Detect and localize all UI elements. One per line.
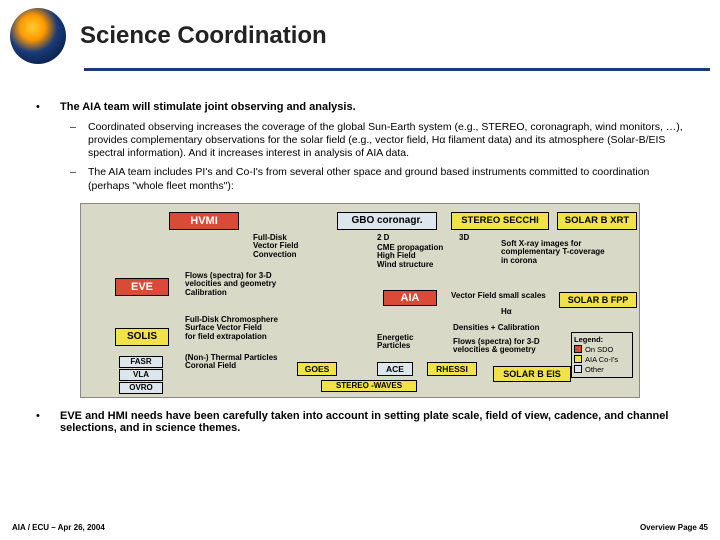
legend-swatch-icon	[574, 345, 582, 353]
box-swaves: STEREO -WAVES	[321, 380, 417, 392]
text-ha: Hα	[501, 308, 512, 317]
box-ace: ACE	[377, 362, 413, 376]
legend-swatch-icon	[574, 355, 582, 363]
box-solis: SOLIS	[115, 328, 169, 346]
text-xray: Soft X-ray images forcomplementary T-cov…	[501, 240, 605, 266]
box-aia: AIA	[383, 290, 437, 306]
content-area: • The AIA team will stimulate joint obse…	[0, 71, 720, 434]
bullet-2: • EVE and HMI needs have been carefully …	[30, 410, 690, 434]
dash-marker: –	[70, 166, 88, 192]
box-hvmi: HVMI	[169, 212, 239, 230]
page-title: Science Coordination	[80, 22, 327, 50]
footer-right: Overview Page 45	[640, 523, 708, 532]
dash-marker: –	[70, 121, 88, 160]
text-vecsmall: Vector Field small scales	[451, 292, 546, 301]
sub-bullet-1a: – Coordinated observing increases the co…	[30, 121, 690, 160]
footer-left: AIA / ECU – Apr 26, 2004	[12, 523, 105, 532]
text-energetic: EnergeticParticles	[377, 334, 413, 352]
box-fasr: FASR	[119, 356, 163, 368]
bullet-2-text: EVE and HMI needs have been carefully ta…	[60, 410, 690, 434]
legend: Legend: On SDOAIA Co-I'sOther	[571, 332, 633, 378]
legend-label: AIA Co-I's	[585, 355, 618, 364]
text-thermal: (Non-) Thermal ParticlesCoronal Field	[185, 354, 277, 372]
sub-bullet-1a-text: Coordinated observing increases the cove…	[88, 121, 690, 160]
text-flows: Flows (spectra) for 3-Dvelocities and ge…	[185, 272, 276, 298]
legend-swatch-icon	[574, 365, 582, 373]
legend-row-1: AIA Co-I's	[574, 355, 630, 364]
legend-row-2: Other	[574, 365, 630, 374]
bullet-1-text: The AIA team will stimulate joint observ…	[60, 101, 690, 113]
box-secchi: STEREO SECCHI	[451, 212, 549, 230]
box-ovro: OVRO	[119, 382, 163, 394]
sub-bullet-1b: – The AIA team includes PI's and Co-I's …	[30, 166, 690, 192]
text-d3: 3D	[459, 234, 469, 243]
box-fpp: SOLAR B FPP	[559, 292, 637, 308]
text-cme: CME propagationHigh FieldWind structure	[377, 244, 443, 270]
footer: AIA / ECU – Apr 26, 2004 Overview Page 4…	[12, 523, 708, 532]
box-eis: SOLAR B EIS	[493, 366, 571, 382]
box-goes: GOES	[297, 362, 337, 376]
bullet-1: • The AIA team will stimulate joint obse…	[30, 101, 690, 113]
box-gbo: GBO coronagr.	[337, 212, 437, 230]
text-chromo: Full-Disk ChromosphereSurface Vector Fie…	[185, 316, 278, 342]
legend-row-0: On SDO	[574, 345, 630, 354]
bullet-marker: •	[30, 410, 60, 434]
sdo-logo-icon	[10, 8, 66, 64]
text-dens: Densities + Calibration	[453, 324, 539, 333]
bullet-marker: •	[30, 101, 60, 113]
sub-bullet-1b-text: The AIA team includes PI's and Co-I's fr…	[88, 166, 690, 192]
text-flows2: Flows (spectra) for 3-Dvelocities & geom…	[453, 338, 540, 356]
coordination-diagram: Legend: On SDOAIA Co-I'sOther HVMI GBO co…	[80, 203, 640, 398]
legend-title: Legend:	[574, 335, 630, 344]
box-vla: VLA	[119, 369, 163, 381]
text-d2: 2 D	[377, 234, 389, 243]
text-fulldisk: Full-DiskVector FieldConvection	[253, 234, 298, 260]
legend-label: Other	[585, 365, 604, 374]
box-eve: EVE	[115, 278, 169, 296]
box-rhessi: RHESSI	[427, 362, 477, 376]
header: Science Coordination	[0, 0, 720, 64]
legend-label: On SDO	[585, 345, 613, 354]
box-xrt: SOLAR B XRT	[557, 212, 637, 230]
